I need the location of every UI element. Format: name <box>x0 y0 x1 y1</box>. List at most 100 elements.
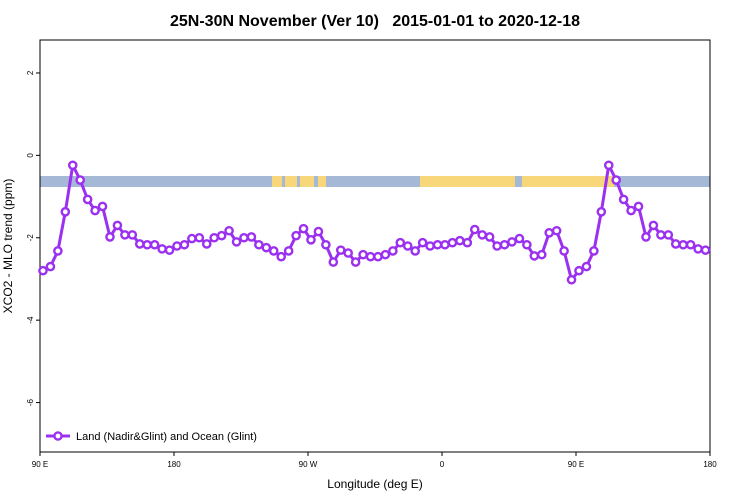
data-point <box>425 241 435 251</box>
data-point <box>536 249 547 260</box>
data-point <box>559 246 569 256</box>
data-point <box>224 225 234 236</box>
data-point <box>209 232 219 243</box>
data-point <box>678 239 689 250</box>
x-tick-label: 180 <box>703 460 717 469</box>
data-point <box>663 230 674 240</box>
x-tick-label: 180 <box>167 460 181 469</box>
y-tick-label: 2 <box>26 70 35 75</box>
data-point <box>90 205 100 216</box>
data-point <box>67 160 78 171</box>
data-point <box>648 220 659 231</box>
data-point <box>388 246 398 256</box>
data-point <box>187 233 197 244</box>
data-point <box>268 246 279 256</box>
data-point <box>507 237 517 247</box>
x-tick-label: 0 <box>440 460 445 469</box>
data-point <box>60 207 71 217</box>
data-point <box>216 230 227 241</box>
data-point <box>335 245 346 255</box>
y-tick-label: -6 <box>26 398 35 406</box>
data-point <box>633 201 644 212</box>
y-tick-label: -4 <box>26 316 35 324</box>
data-point <box>261 242 272 253</box>
legend-marker <box>53 431 63 441</box>
x-axis-label: Longitude (deg E) <box>327 477 422 491</box>
data-point <box>254 239 264 250</box>
data-point <box>38 265 48 276</box>
data-point <box>105 232 115 242</box>
data-point <box>373 251 383 262</box>
data-point <box>596 207 607 217</box>
data-point <box>157 244 167 254</box>
data-point <box>581 261 592 272</box>
data-point <box>276 251 287 262</box>
data-point <box>685 239 696 250</box>
data-point <box>172 241 182 251</box>
data-point <box>120 230 130 240</box>
data-point <box>522 239 532 250</box>
data-point <box>656 230 666 240</box>
data-point <box>127 230 138 240</box>
data-point <box>603 160 614 171</box>
data-point <box>164 245 175 255</box>
legend-label: Land (Nadir&Glint) and Ocean (Glint) <box>76 431 257 443</box>
data-point <box>328 257 339 267</box>
data-point <box>194 232 205 243</box>
data-point <box>350 257 361 267</box>
y-axis-label: XCO2 - MLO trend (ppm) <box>1 179 15 314</box>
data-point <box>618 194 629 205</box>
data-point <box>589 246 599 256</box>
data-point <box>417 237 428 248</box>
data-point <box>670 239 681 249</box>
data-point <box>700 245 711 255</box>
x-tick-label: 90 E <box>568 460 584 469</box>
data-point <box>492 241 502 251</box>
data-point <box>499 239 510 250</box>
data-point <box>380 249 391 260</box>
data-point <box>97 201 108 212</box>
data-point <box>462 237 473 248</box>
data-point <box>626 205 636 216</box>
data-point <box>291 230 301 241</box>
data-point <box>455 235 465 246</box>
plot-frame <box>39 39 711 453</box>
land-ocean-band <box>40 176 710 187</box>
chart-title: 25N-30N November (Ver 10) 2015-01-01 to … <box>170 13 580 30</box>
data-point <box>321 239 331 250</box>
data-point <box>529 251 540 261</box>
data-point <box>410 246 421 256</box>
data-point <box>574 265 584 276</box>
data-point <box>693 244 703 254</box>
y-tick-label: -2 <box>26 234 35 242</box>
data-point <box>477 230 488 240</box>
data-point <box>611 175 622 185</box>
data-point <box>306 235 316 245</box>
y-tick-label: 0 <box>26 153 35 158</box>
data-point <box>313 226 324 237</box>
data-point <box>484 232 495 242</box>
data-point <box>343 248 354 258</box>
data-point <box>402 241 413 251</box>
x-tick-label: 90 W <box>299 460 318 469</box>
data-point <box>45 261 56 272</box>
data-point <box>469 224 480 235</box>
data-point <box>179 239 190 250</box>
data-point <box>246 232 257 242</box>
data-point <box>566 274 577 285</box>
data-point <box>149 239 160 250</box>
data-point <box>447 237 458 248</box>
data-point <box>365 251 376 262</box>
data-point <box>298 223 309 234</box>
data-point <box>283 246 294 256</box>
data-point <box>432 239 443 250</box>
data-point <box>440 239 450 250</box>
data-point <box>134 239 145 249</box>
data-point <box>358 249 368 260</box>
data-point <box>395 237 406 248</box>
data-point <box>551 225 562 236</box>
x-tick-label: 90 E <box>32 460 48 469</box>
data-point <box>82 194 93 205</box>
data-point <box>514 233 525 244</box>
